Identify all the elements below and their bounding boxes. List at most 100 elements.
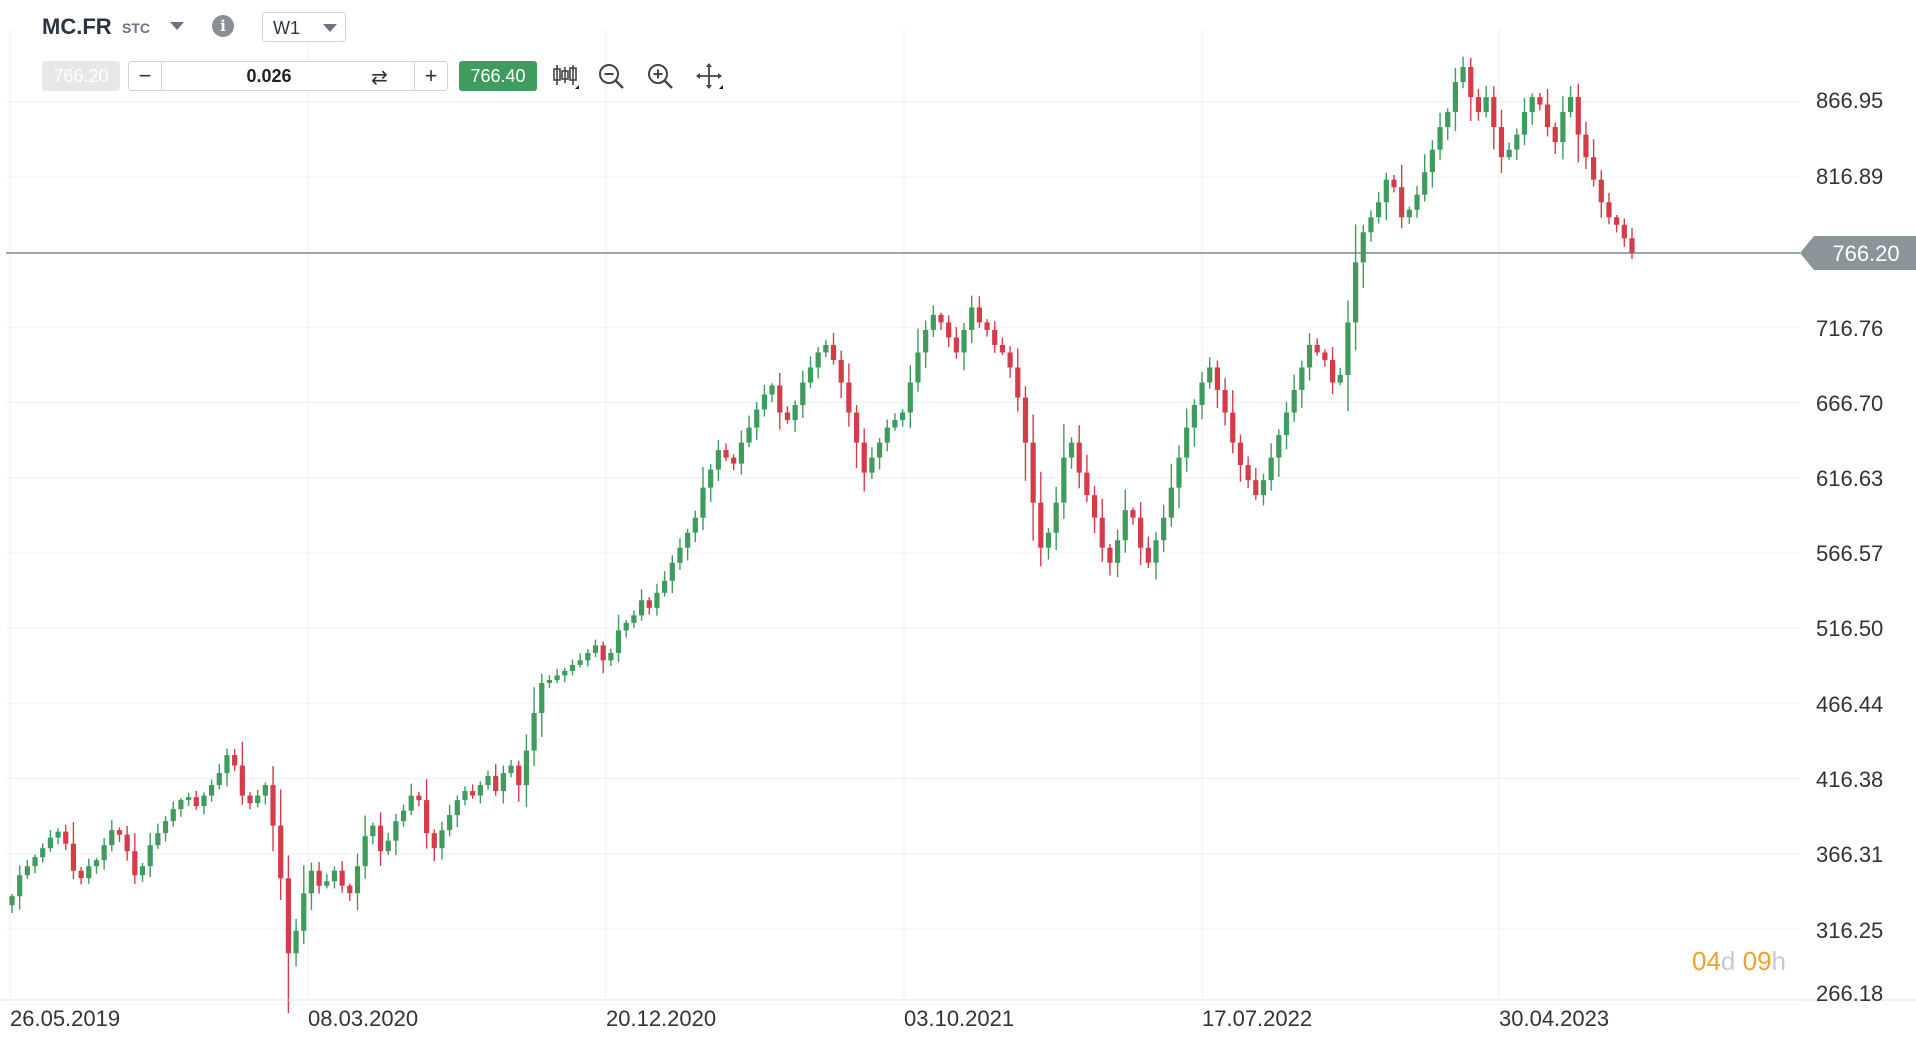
y-tick-label: 416.38 bbox=[1816, 767, 1884, 792]
candle bbox=[247, 791, 253, 810]
volume-stepper[interactable]: − 0.026 ⇄ + bbox=[128, 61, 448, 91]
zoom-in-icon[interactable] bbox=[645, 61, 675, 91]
candle-body-up bbox=[900, 412, 906, 421]
candle-body-down bbox=[1629, 238, 1635, 253]
candle-body-down bbox=[1575, 97, 1581, 135]
candle bbox=[1207, 357, 1213, 389]
info-icon[interactable]: i bbox=[212, 15, 234, 37]
swap-icon[interactable]: ⇄ bbox=[371, 67, 388, 89]
candle bbox=[1145, 536, 1151, 569]
candle-body-up bbox=[1345, 322, 1351, 375]
candle bbox=[646, 597, 652, 615]
move-icon[interactable] bbox=[694, 61, 724, 91]
candle bbox=[1184, 408, 1190, 472]
candle-body-up bbox=[608, 652, 614, 661]
candle bbox=[1291, 374, 1297, 422]
chevron-down-icon[interactable] bbox=[170, 22, 184, 30]
countdown-days-unit: d bbox=[1720, 946, 1736, 976]
candle-body-up bbox=[1437, 127, 1443, 150]
candle-body-up bbox=[677, 547, 683, 563]
candle-body-down bbox=[1621, 224, 1627, 239]
candle-body-down bbox=[1391, 179, 1397, 188]
candle bbox=[554, 668, 560, 684]
candle-body-down bbox=[232, 755, 238, 766]
symbol-name[interactable]: MC.FR bbox=[42, 14, 112, 39]
candle-body-up bbox=[1184, 427, 1190, 458]
candle bbox=[938, 312, 944, 331]
candle-body-up bbox=[685, 532, 691, 548]
candle bbox=[178, 797, 184, 817]
candle bbox=[155, 823, 161, 849]
candle bbox=[1391, 174, 1397, 193]
candle-body-down bbox=[278, 825, 284, 879]
candle-body-up bbox=[792, 405, 798, 421]
candle bbox=[1383, 172, 1389, 221]
trading-toolbar: MC.FR STC i W1 766.20 − 0.026 ⇄ + 766.40 bbox=[0, 0, 760, 110]
candle bbox=[516, 760, 522, 802]
candle bbox=[830, 332, 837, 365]
candle bbox=[316, 862, 322, 894]
candle-body-down bbox=[777, 385, 783, 413]
candle bbox=[47, 829, 53, 852]
y-tick-label: 466.44 bbox=[1816, 692, 1884, 717]
candle-body-up bbox=[354, 866, 361, 894]
candle-body-down bbox=[63, 831, 69, 844]
candle-body-up bbox=[1061, 457, 1067, 503]
candle bbox=[500, 765, 506, 804]
candle-body-up bbox=[1445, 112, 1451, 128]
candle-body-up bbox=[1506, 149, 1512, 158]
candle bbox=[1498, 109, 1505, 173]
candle-body-down bbox=[1091, 495, 1098, 518]
candle bbox=[423, 779, 430, 849]
candle-body-up bbox=[400, 810, 407, 822]
candle-body-up bbox=[308, 870, 315, 894]
candle-body-up bbox=[101, 845, 107, 861]
candle bbox=[984, 319, 990, 337]
candle-body-up bbox=[408, 795, 414, 811]
candle bbox=[1283, 401, 1290, 450]
sell-button[interactable]: 766.20 bbox=[42, 61, 120, 91]
buy-button[interactable]: 766.40 bbox=[459, 61, 537, 91]
candle-body-up bbox=[715, 450, 721, 470]
candle bbox=[1399, 164, 1405, 229]
candle bbox=[1045, 528, 1052, 560]
candle-body-up bbox=[807, 367, 814, 383]
candle bbox=[1138, 501, 1144, 566]
candle-body-down bbox=[239, 765, 245, 796]
zoom-out-icon[interactable] bbox=[596, 61, 626, 91]
candle bbox=[1567, 85, 1574, 118]
volume-increase-button[interactable]: + bbox=[414, 62, 447, 90]
candlestick-type-icon[interactable] bbox=[550, 61, 580, 91]
candle-body-up bbox=[477, 785, 483, 796]
candle-body-down bbox=[1130, 510, 1136, 518]
candle-body-up bbox=[216, 773, 222, 786]
candle bbox=[1368, 210, 1374, 242]
candle-body-up bbox=[531, 712, 537, 751]
candle-body-up bbox=[93, 860, 100, 867]
timeframe-select[interactable]: W1 bbox=[262, 12, 346, 42]
volume-input[interactable]: 0.026 bbox=[246, 66, 292, 86]
candle-body-up bbox=[930, 314, 936, 330]
candle-body-down bbox=[1583, 134, 1589, 158]
candle bbox=[961, 323, 967, 371]
candle bbox=[1583, 121, 1589, 169]
candle-body-down bbox=[132, 851, 138, 876]
candle bbox=[1376, 191, 1382, 224]
candle-body-up bbox=[923, 329, 929, 353]
candle bbox=[1591, 139, 1597, 187]
candle bbox=[477, 781, 483, 804]
candle bbox=[1360, 224, 1366, 288]
candle-body-up bbox=[1199, 382, 1205, 406]
candle-body-down bbox=[416, 795, 422, 801]
candle bbox=[1445, 108, 1451, 140]
candle bbox=[861, 428, 867, 492]
candle-body-up bbox=[969, 307, 975, 330]
candle bbox=[1153, 532, 1159, 580]
candle bbox=[331, 866, 338, 889]
candle bbox=[170, 801, 176, 827]
volume-decrease-button[interactable]: − bbox=[129, 62, 162, 90]
candle-body-up bbox=[800, 382, 806, 406]
candle bbox=[1429, 140, 1435, 188]
candle-body-down bbox=[600, 645, 606, 661]
